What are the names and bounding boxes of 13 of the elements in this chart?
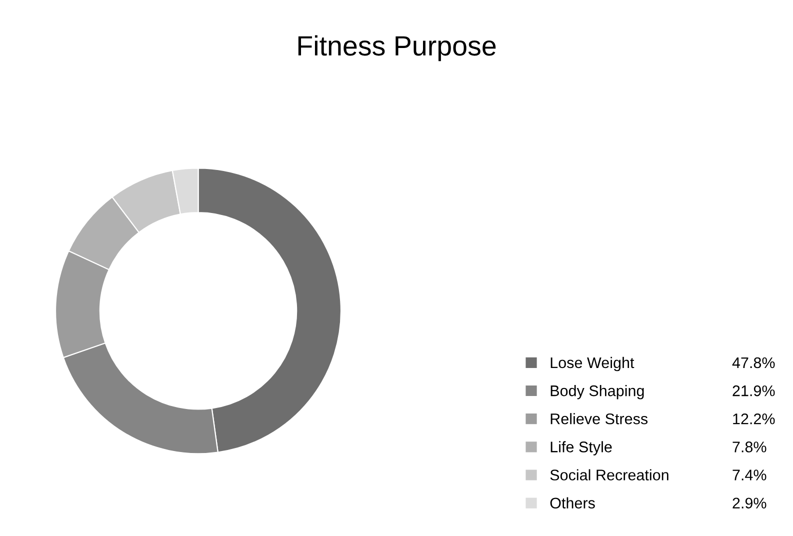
legend-label: Life Style [550,441,612,456]
legend-label: Lose Weight [550,356,634,372]
data-label: 21.9% [732,385,775,396]
legend-label: Others [550,497,595,509]
legend-label: Relieve Stress [550,413,648,424]
legend-label: Social Recreation [550,469,668,480]
chart-title: Fitness Purpose [298,35,496,62]
data-label: 12.2% [733,413,775,424]
legend-label: Body Shaping [550,384,644,400]
data-label: 7.4% [732,470,766,480]
data-label: 2.9% [732,498,766,509]
data-label: 47.8% [732,357,775,368]
data-label: 7.8% [732,442,766,452]
